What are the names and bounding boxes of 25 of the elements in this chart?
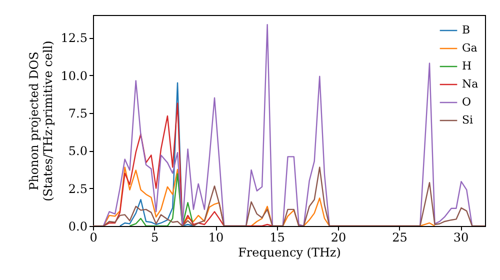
y-tick-label: 0.0 (68, 220, 88, 234)
line-series (119, 82, 194, 226)
y-tick-label: 7.5 (68, 106, 88, 120)
x-tick-label: 30 (453, 230, 469, 244)
x-axis-title: Frequency (THz) (238, 246, 341, 260)
legend-label: B (462, 24, 470, 36)
y-axis-title: Phonon projected DOS (States/THz·primitive cell) (26, 40, 55, 202)
legend-label: H (462, 60, 472, 72)
legend-label: Na (462, 78, 479, 90)
line-series (93, 166, 485, 226)
line-series (102, 102, 274, 226)
y-tick-label: 2.5 (68, 182, 88, 196)
x-tick-label: 5 (150, 230, 159, 244)
y-tick-label: 10.0 (60, 68, 88, 83)
y-tick-label: 12.5 (60, 31, 88, 46)
x-tick-label: 0 (90, 230, 98, 244)
line-series (129, 173, 194, 226)
x-tick-label: 10 (208, 230, 224, 244)
x-tick-label: 15 (270, 230, 285, 244)
legend-label: O (462, 96, 472, 108)
x-tick-label: 25 (392, 230, 408, 244)
x-tick-label: 20 (330, 230, 346, 244)
y-tick-label: 5.0 (68, 144, 88, 158)
legend-label: Si (462, 114, 474, 126)
legend-label: Ga (462, 42, 478, 54)
